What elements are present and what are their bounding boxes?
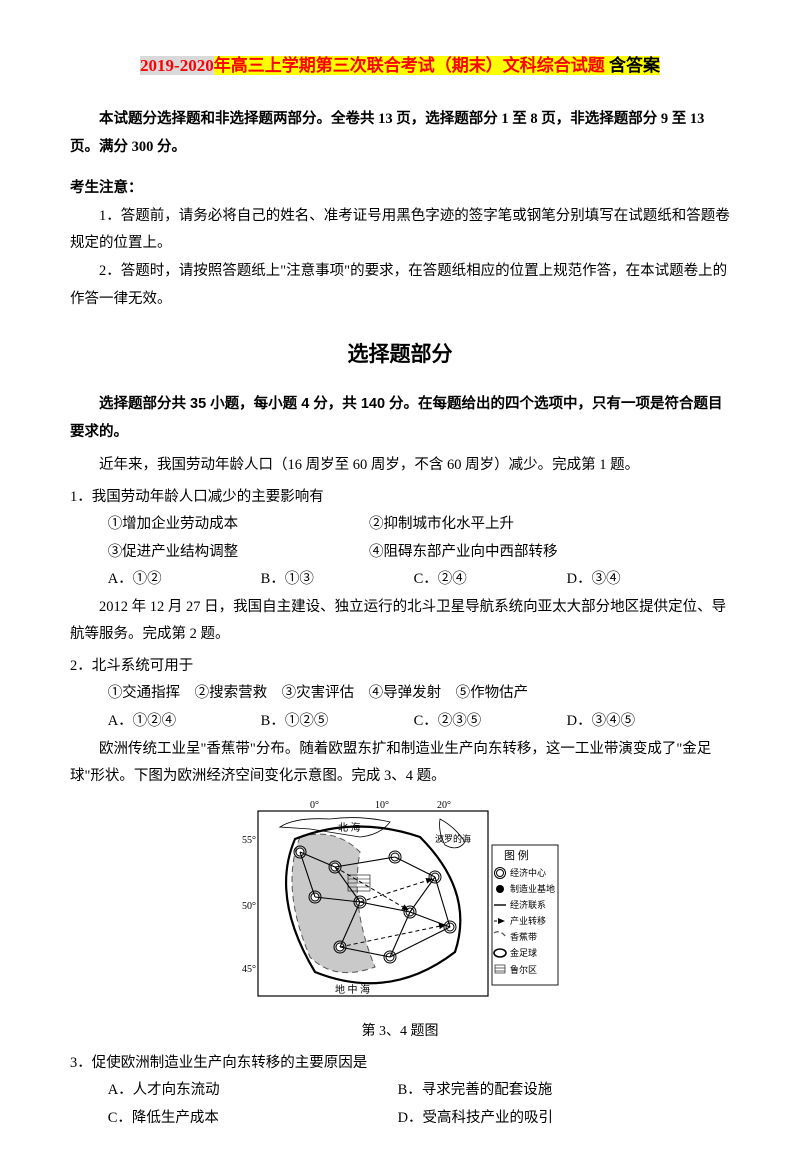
sea-med: 地 中 海 bbox=[335, 983, 370, 996]
legend-item-3: 产业转移 bbox=[510, 915, 546, 926]
paper-intro: 本试题分选择题和非选择题两部分。全卷共 13 页，选择题部分 1 至 8 页，非… bbox=[70, 106, 730, 161]
q1-sub3: ③促进产业结构调整 bbox=[108, 539, 369, 567]
q2-optC: C．②③⑤ bbox=[414, 708, 563, 736]
q1-stem: 1．我国劳动年龄人口减少的主要影响有 bbox=[70, 484, 730, 512]
legend-item-5: 金足球 bbox=[510, 947, 537, 958]
context-q3-4: 欧洲传统工业呈"香蕉带"分布。随着欧盟东扩和制造业生产向东转移，这一工业带演变成… bbox=[70, 736, 730, 791]
q1-optC: C．②④ bbox=[414, 566, 563, 594]
notice-1: 1．答题前，请务必将自己的姓名、准考证号用黑色字迹的签字笔或钢笔分别填写在试题纸… bbox=[70, 203, 730, 258]
section-intro: 选择题部分共 35 小题，每小题 4 分，共 140 分。在每题给出的四个选项中… bbox=[70, 391, 730, 446]
legend-title: 图 例 bbox=[504, 848, 529, 862]
q1-sub2: ②抑制城市化水平上升 bbox=[369, 516, 514, 532]
lat-55: 55° bbox=[242, 835, 256, 846]
q1-options: A．①② B．①③ C．②④ D．③④ bbox=[70, 566, 730, 594]
lat-45: 45° bbox=[242, 964, 256, 975]
q3-stem: 3．促使欧洲制造业生产向东转移的主要原因是 bbox=[70, 1050, 730, 1078]
legend-item-4: 香蕉带 bbox=[510, 931, 537, 942]
lon-10: 10° bbox=[375, 800, 389, 811]
q1-sub4: ④阻碍东部产业向中西部转移 bbox=[369, 544, 558, 560]
notice-2: 2．答题时，请按照答题纸上"注意事项"的要求，在答题纸相应的位置上规范作答，在本… bbox=[70, 258, 730, 313]
q2-optD: D．③④⑤ bbox=[567, 708, 716, 736]
figure-caption: 第 3、4 题图 bbox=[70, 1019, 730, 1046]
q1-optB: B．①③ bbox=[261, 566, 410, 594]
context-q2: 2012 年 12 月 27 日，我国自主建设、独立运行的北斗卫星导航系统向亚太… bbox=[70, 594, 730, 649]
title-mid: 年高三上学期第三次联合考试（期末）文科综合试题 bbox=[214, 56, 605, 75]
context-q1: 近年来，我国劳动年龄人口（16 周岁至 60 周岁，不含 60 周岁）减少。完成… bbox=[70, 452, 730, 480]
q3-optC: C．降低生产成本 bbox=[108, 1105, 394, 1133]
q1-optA: A．①② bbox=[108, 566, 257, 594]
q2-subs: ①交通指挥 ②搜索营救 ③灾害评估 ④导弹发射 ⑤作物估产 bbox=[70, 680, 730, 708]
sea-baltic: 波罗的海 bbox=[435, 833, 471, 844]
q2-optB: B．①②⑤ bbox=[261, 708, 410, 736]
title-suffix: 含答案 bbox=[605, 56, 660, 75]
legend-item-2: 经济联系 bbox=[510, 899, 546, 910]
title-prefix: 2019-2020 bbox=[140, 56, 214, 75]
legend-item-1: 制造业基地 bbox=[510, 883, 555, 894]
q1-sub1: ①增加企业劳动成本 bbox=[108, 511, 369, 539]
notice-heading: 考生注意： bbox=[70, 175, 730, 203]
legend-item-0: 经济中心 bbox=[510, 867, 546, 878]
q3-row1: A．人才向东流动 B．寻求完善的配套设施 bbox=[70, 1077, 730, 1105]
q1-subs-row2: ③促进产业结构调整④阻碍东部产业向中西部转移 bbox=[70, 539, 730, 567]
exam-page: 2019-2020年高三上学期第三次联合考试（期末）文科综合试题 含答案 本试题… bbox=[0, 0, 800, 1172]
q3-optB: B．寻求完善的配套设施 bbox=[398, 1077, 684, 1105]
q3-optD: D．受高科技产业的吸引 bbox=[398, 1105, 684, 1133]
section-title: 选择题部分 bbox=[70, 335, 730, 375]
lat-50: 50° bbox=[242, 901, 256, 912]
q1-optD: D．③④ bbox=[567, 566, 716, 594]
legend-item-6: 鲁尔区 bbox=[510, 964, 537, 975]
sea-north: 北 海 bbox=[338, 821, 361, 834]
q3-optA: A．人才向东流动 bbox=[108, 1077, 394, 1105]
q2-options: A．①②④ B．①②⑤ C．②③⑤ D．③④⑤ bbox=[70, 708, 730, 736]
q1-subs-row1: ①增加企业劳动成本②抑制城市化水平上升 bbox=[70, 511, 730, 539]
q2-optA: A．①②④ bbox=[108, 708, 257, 736]
exam-title: 2019-2020年高三上学期第三次联合考试（期末）文科综合试题 含答案 bbox=[70, 50, 730, 82]
figure-europe-map: 0° 10° 20° 55° 50° 45° 北 海 波罗的海 地 中 海 bbox=[70, 797, 730, 1018]
q2-stem: 2．北斗系统可用于 bbox=[70, 653, 730, 681]
map-svg: 0° 10° 20° 55° 50° 45° 北 海 波罗的海 地 中 海 bbox=[240, 797, 560, 1007]
q3-row2: C．降低生产成本 D．受高科技产业的吸引 bbox=[70, 1105, 730, 1133]
lon-0: 0° bbox=[310, 800, 319, 811]
lon-20: 20° bbox=[437, 800, 451, 811]
